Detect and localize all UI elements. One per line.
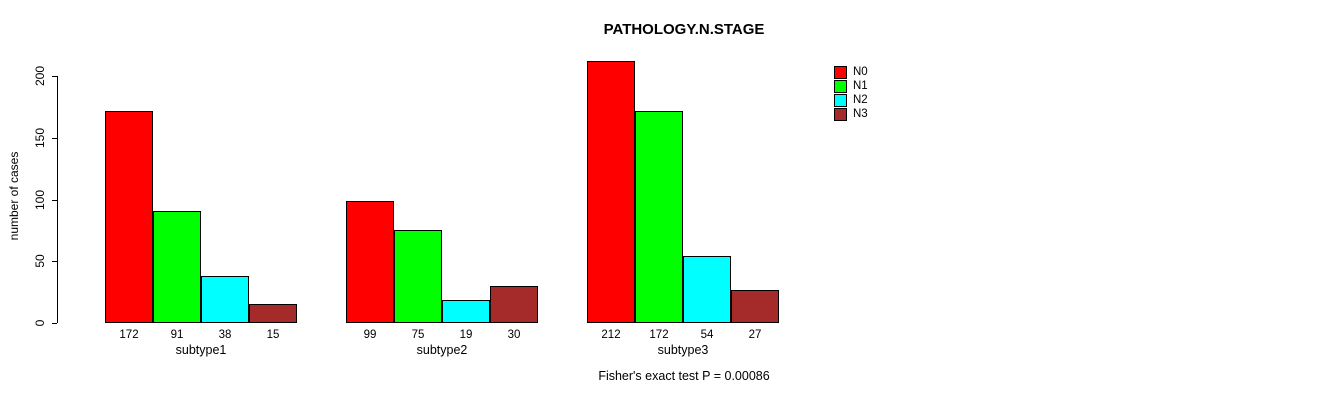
bar-N1-subtype3 [635,110,683,323]
bar-value-label: 75 [411,329,425,341]
legend-item-N0: N0 [834,65,868,79]
y-tick-mark [52,137,57,139]
bar-value-label: 172 [649,329,669,341]
bar-N2-subtype3 [683,256,731,323]
y-tick-mark [52,76,57,77]
bar-N0-subtype2 [346,200,394,323]
bar-value-label: 27 [748,329,762,341]
y-tick-label: 50 [33,254,47,268]
legend-label: N0 [853,66,868,78]
legend-swatch-N3 [834,107,847,121]
bar-value-label: 19 [459,329,473,341]
bar-value-label: 30 [507,329,521,341]
bar-N3-subtype1 [249,304,297,323]
y-tick-label: 0 [33,319,47,327]
bar-N3-subtype3 [731,289,779,323]
legend-item-N1: N1 [834,79,868,93]
bar-N3-subtype2 [490,285,538,323]
bar-value-label: 38 [218,329,232,341]
legend-label: N1 [853,80,868,92]
bar-value-label: 54 [700,329,714,341]
bar-N1-subtype2 [394,230,442,323]
bar-N2-subtype1 [201,276,249,323]
bar-value-label: 212 [601,329,621,341]
bar-value-label: 15 [266,329,280,341]
y-tick-mark [52,261,57,263]
legend-swatch-N0 [834,65,847,79]
y-tick-label: 150 [33,127,47,148]
bar-value-label: 99 [363,329,377,341]
y-tick-mark [52,199,57,201]
legend-swatch-N2 [834,93,847,107]
bar-N0-subtype3 [587,61,635,323]
legend-label: N3 [853,108,868,120]
y-tick-label: 100 [33,189,47,210]
bar-N0-subtype1 [105,110,153,323]
annotation-text: Fisher's exact test P = 0.00086 [598,369,770,383]
bar-value-label: 172 [119,329,139,341]
chart-title: PATHOLOGY.N.STAGE [603,21,765,38]
bar-N2-subtype2 [442,299,490,323]
legend-item-N3: N3 [834,107,868,121]
legend-label: N2 [853,94,868,106]
y-axis-label: number of cases [7,151,21,241]
bar-N1-subtype1 [153,210,201,323]
legend: N0 N1 N2 N3 [834,65,868,121]
category-label-subtype3: subtype3 [657,343,709,357]
y-axis-line [57,76,58,323]
legend-swatch-N1 [834,79,847,93]
category-label-subtype2: subtype2 [416,343,468,357]
y-tick-mark [52,323,57,324]
bar-value-label: 91 [170,329,184,341]
y-tick-label: 200 [33,65,47,87]
legend-item-N2: N2 [834,93,868,107]
category-label-subtype1: subtype1 [175,343,227,357]
